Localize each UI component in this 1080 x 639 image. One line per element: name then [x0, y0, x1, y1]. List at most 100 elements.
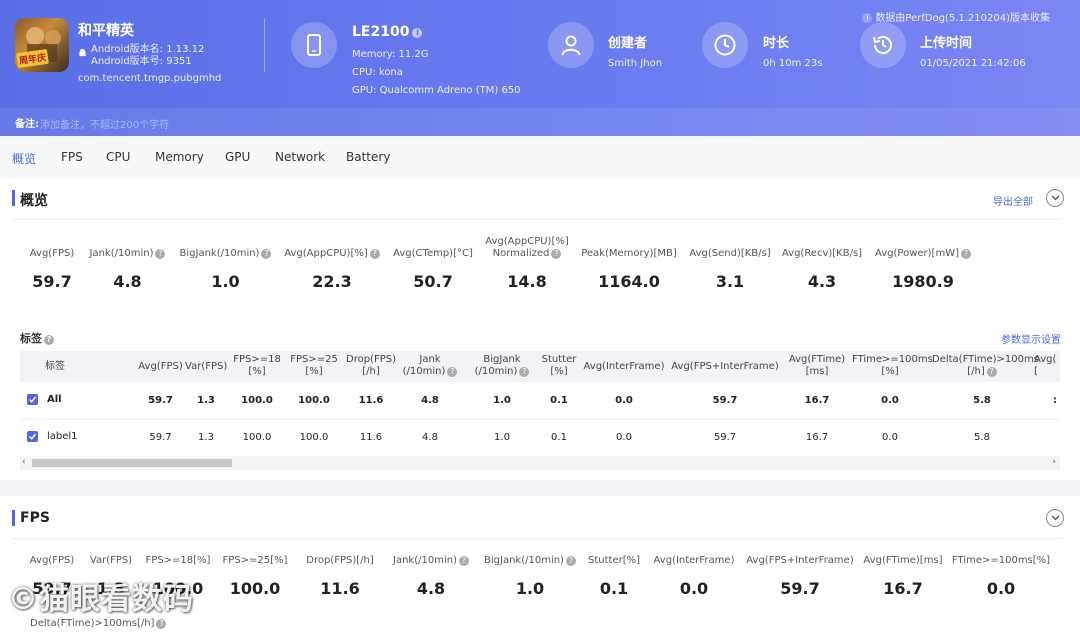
tab-memory[interactable]: Memory	[155, 150, 204, 164]
col-header-line: (/10min)	[402, 366, 446, 377]
clock-icon	[702, 22, 748, 68]
cell: 11.6	[358, 395, 384, 406]
collapse-overview-button[interactable]	[1046, 189, 1064, 207]
help-icon[interactable]: ?	[44, 335, 54, 345]
col-header[interactable]: Avg(FPS+InterFrame)	[671, 361, 779, 372]
help-icon[interactable]: ?	[155, 249, 166, 259]
col-header-line: Avg(	[1034, 354, 1057, 365]
android-icon	[79, 48, 86, 57]
col-header-line: Drop(FPS)	[346, 354, 396, 365]
metric-value: 4.3	[807, 272, 837, 291]
table-row[interactable]: All 59.7 1.3 100.0 100.0 11.6 4.8 1.0 0.…	[20, 382, 1060, 420]
table-scrollbar[interactable]: ‹ ›	[20, 456, 1060, 470]
cell: 0.0	[616, 432, 632, 443]
cell: 16.7	[805, 432, 829, 443]
help-icon[interactable]: ?	[551, 249, 562, 259]
help-icon[interactable]: ?	[565, 556, 576, 566]
metric-value: 59.7	[32, 579, 72, 598]
col-header[interactable]: FPS>=25 [%]	[290, 354, 338, 378]
col-header[interactable]: Avg([	[1034, 354, 1060, 378]
metric-label: Avg(CTemp)[°C]	[393, 248, 473, 259]
metric-value: 50.7	[413, 272, 453, 291]
metric-label: FPS>=18[%]	[145, 555, 211, 566]
help-icon[interactable]: ?	[447, 367, 458, 377]
fps-card	[0, 496, 1080, 639]
metric-label: Avg(FTime)[ms]	[863, 555, 943, 566]
table-row[interactable]: label1 59.7 1.3 100.0 100.0 11.6 4.8 1.0…	[20, 420, 1060, 458]
col-header-line: [/h]	[362, 366, 380, 377]
metric-label-power: Avg(Power)[mW]?	[872, 248, 974, 259]
cell: 1.0	[494, 432, 510, 443]
collect-note: i 数据由PerfDog(5.1.210204)版本收集	[859, 9, 1050, 24]
tab-cpu[interactable]: CPU	[106, 150, 131, 164]
help-icon[interactable]: ?	[458, 556, 469, 566]
col-header[interactable]: Drop(FPS) [/h]	[345, 354, 397, 378]
tab-battery[interactable]: Battery	[346, 150, 391, 164]
col-header[interactable]: Avg(FPS)	[138, 361, 183, 372]
metric-label-fps-jank: Jank(/10min)?	[388, 555, 474, 566]
labels-title: 标签	[20, 332, 42, 345]
metric-value: 4.8	[416, 579, 446, 598]
help-icon[interactable]: ?	[961, 249, 971, 259]
col-header[interactable]: FPS>=18 [%]	[233, 354, 281, 378]
help-icon[interactable]: ?	[986, 367, 997, 377]
metric-value: 100.0	[229, 579, 281, 598]
row-checkbox[interactable]	[27, 394, 38, 405]
row-checkbox[interactable]	[27, 431, 38, 442]
metric-label: Avg(FPS)	[29, 555, 75, 566]
history-icon	[860, 22, 906, 68]
help-icon[interactable]: ?	[156, 619, 167, 629]
cell: 4.8	[421, 395, 439, 406]
cell: 1.3	[198, 432, 214, 443]
fps-divider	[12, 538, 1062, 539]
metric-label: BigJank(/10min)	[179, 248, 260, 259]
metric-label-appcpu: Avg(AppCPU)[%]?	[280, 248, 384, 259]
col-header[interactable]: Delta(FTime)>100ms [/h]?	[932, 354, 1039, 378]
note-input[interactable]: 添加备注，不超过200个字符	[40, 120, 170, 131]
watermark: ©猫眼看数码	[8, 582, 194, 617]
col-header[interactable]: Avg(InterFrame)	[583, 361, 665, 372]
col-header[interactable]: BigJank (/10min)?	[472, 354, 532, 378]
duration-title: 时长	[763, 36, 790, 51]
help-icon[interactable]: ?	[369, 249, 380, 259]
section-marker	[12, 190, 15, 206]
tab-network[interactable]: Network	[275, 150, 326, 164]
col-header[interactable]: Avg(FTime) [ms]	[786, 354, 848, 378]
tab-overview[interactable]: 概览	[12, 152, 37, 166]
scroll-left-icon[interactable]: ‹	[22, 457, 26, 467]
cell: 1.3	[197, 395, 215, 406]
cell: 0.0	[615, 395, 633, 406]
table-header: 标签 Avg(FPS) Var(FPS) FPS>=18 [%] FPS>=25[…	[20, 351, 1060, 382]
creator-title: 创建者	[608, 36, 648, 51]
col-header: 标签	[45, 361, 65, 372]
cell: 59.7	[148, 395, 173, 406]
creator-value: Smith Jhon	[608, 58, 663, 69]
device-info-icon[interactable]: i	[412, 28, 423, 38]
collapse-fps-button[interactable]	[1046, 509, 1064, 527]
help-icon[interactable]: ?	[261, 249, 272, 259]
scroll-thumb[interactable]	[32, 459, 232, 467]
col-header-line: [%]	[248, 366, 266, 377]
metric-label: Jank(/10min)	[393, 555, 457, 566]
col-header[interactable]: FTime>=100ms [%]	[852, 354, 933, 378]
col-header-line: [%]	[881, 366, 899, 377]
col-header-line: Delta(FTime)>100ms	[932, 354, 1039, 365]
scroll-right-icon[interactable]: ›	[1052, 457, 1056, 467]
export-all-link[interactable]: 导出全部	[993, 197, 1033, 208]
tab-fps[interactable]: FPS	[61, 150, 83, 164]
cell: 11.6	[359, 432, 383, 443]
col-header[interactable]: Var(FPS)	[185, 361, 228, 372]
device-cpu: CPU: kona	[352, 67, 403, 78]
metric-label: Avg(Recv)[KB/s]	[781, 248, 863, 259]
tab-gpu[interactable]: GPU	[225, 150, 251, 164]
param-settings-link[interactable]: 参数显示设置	[1001, 335, 1061, 346]
col-header-line: [%]	[550, 366, 568, 377]
android-version-code: Android版本号: 9351	[91, 56, 192, 67]
help-icon[interactable]: ?	[519, 367, 530, 377]
col-header[interactable]: Jank (/10min)?	[402, 354, 458, 378]
col-header-line-help: (/10min)?	[402, 366, 458, 378]
col-header[interactable]: Stutter [%]	[538, 354, 580, 378]
overview-title: 概览	[20, 193, 48, 209]
metric-label-normalized: Normalized?	[484, 248, 570, 259]
metric-label: Jank(/10min)	[89, 248, 154, 259]
